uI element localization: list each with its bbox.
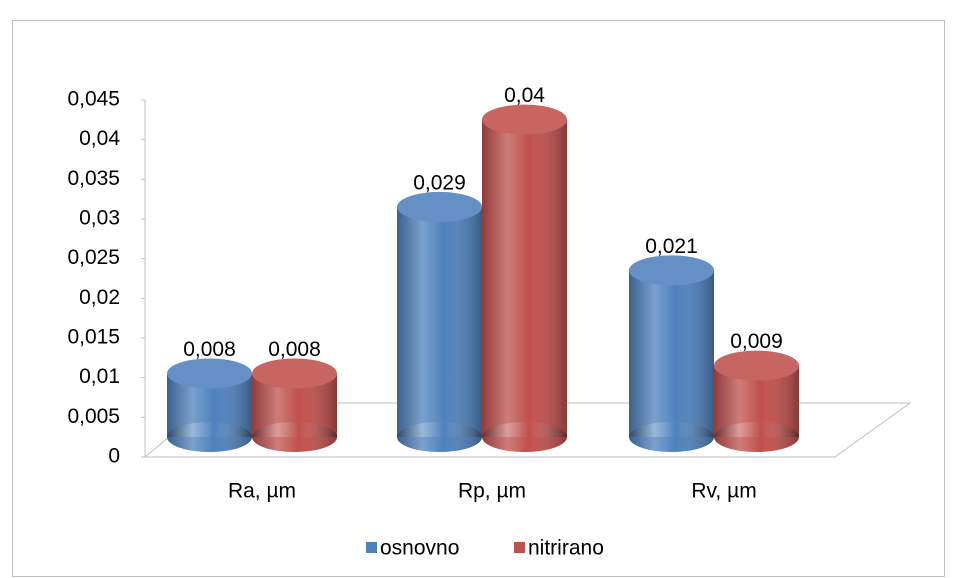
y-tick-label: 0,045 — [67, 88, 120, 111]
y-tick-label: 0,04 — [79, 127, 120, 150]
bar-top-shade — [167, 358, 252, 389]
y-tick-label: 0,025 — [67, 246, 120, 269]
bar-top-shade — [629, 255, 714, 286]
bar-top-shade — [714, 350, 799, 381]
x-tick-label: Ra, µm — [228, 480, 296, 503]
bar-bottom-shade — [167, 422, 252, 452]
chart-border — [12, 20, 945, 577]
y-tick-label: 0,035 — [67, 167, 120, 190]
legend-swatch — [366, 542, 377, 553]
bar-top — [714, 350, 799, 381]
bar-top-shade — [397, 191, 482, 222]
value-label: 0,04 — [504, 84, 545, 107]
y-tick-label: 0,005 — [67, 405, 120, 428]
value-label: 0,021 — [645, 235, 698, 258]
bar-shade — [629, 270, 714, 437]
y-tick-label: 0,03 — [79, 207, 120, 230]
y-tick-label: 0,015 — [67, 326, 120, 349]
bar-top — [167, 358, 252, 389]
bar-bottom-shade — [482, 422, 567, 452]
value-label: 0,009 — [730, 330, 783, 353]
legend-label: osnovno — [380, 537, 459, 560]
value-label: 0,008 — [268, 338, 321, 361]
bar-shade — [397, 206, 482, 437]
bar-top — [482, 104, 567, 135]
bar-shade — [482, 119, 567, 438]
y-tick-label: 0,02 — [79, 286, 120, 309]
bar-bottom-shade — [629, 422, 714, 452]
bar-bottom-shade — [714, 422, 799, 452]
x-tick-label: Rp, µm — [458, 480, 526, 503]
bar-top-shade — [482, 104, 567, 135]
bar-top — [397, 191, 482, 222]
x-tick-label: Rv, µm — [691, 480, 756, 503]
value-label: 0,008 — [183, 338, 236, 361]
y-tick-label: 0,01 — [79, 365, 120, 388]
legend-label: nitrirano — [528, 537, 604, 560]
bar-bottom-shade — [397, 422, 482, 452]
value-label: 0,029 — [413, 171, 466, 194]
y-tick-label: 0 — [108, 445, 120, 468]
bar-top — [629, 255, 714, 286]
bar-top — [252, 358, 337, 389]
legend-swatch — [514, 542, 525, 553]
bar-top-shade — [252, 358, 337, 389]
bar-bottom-shade — [252, 422, 337, 452]
